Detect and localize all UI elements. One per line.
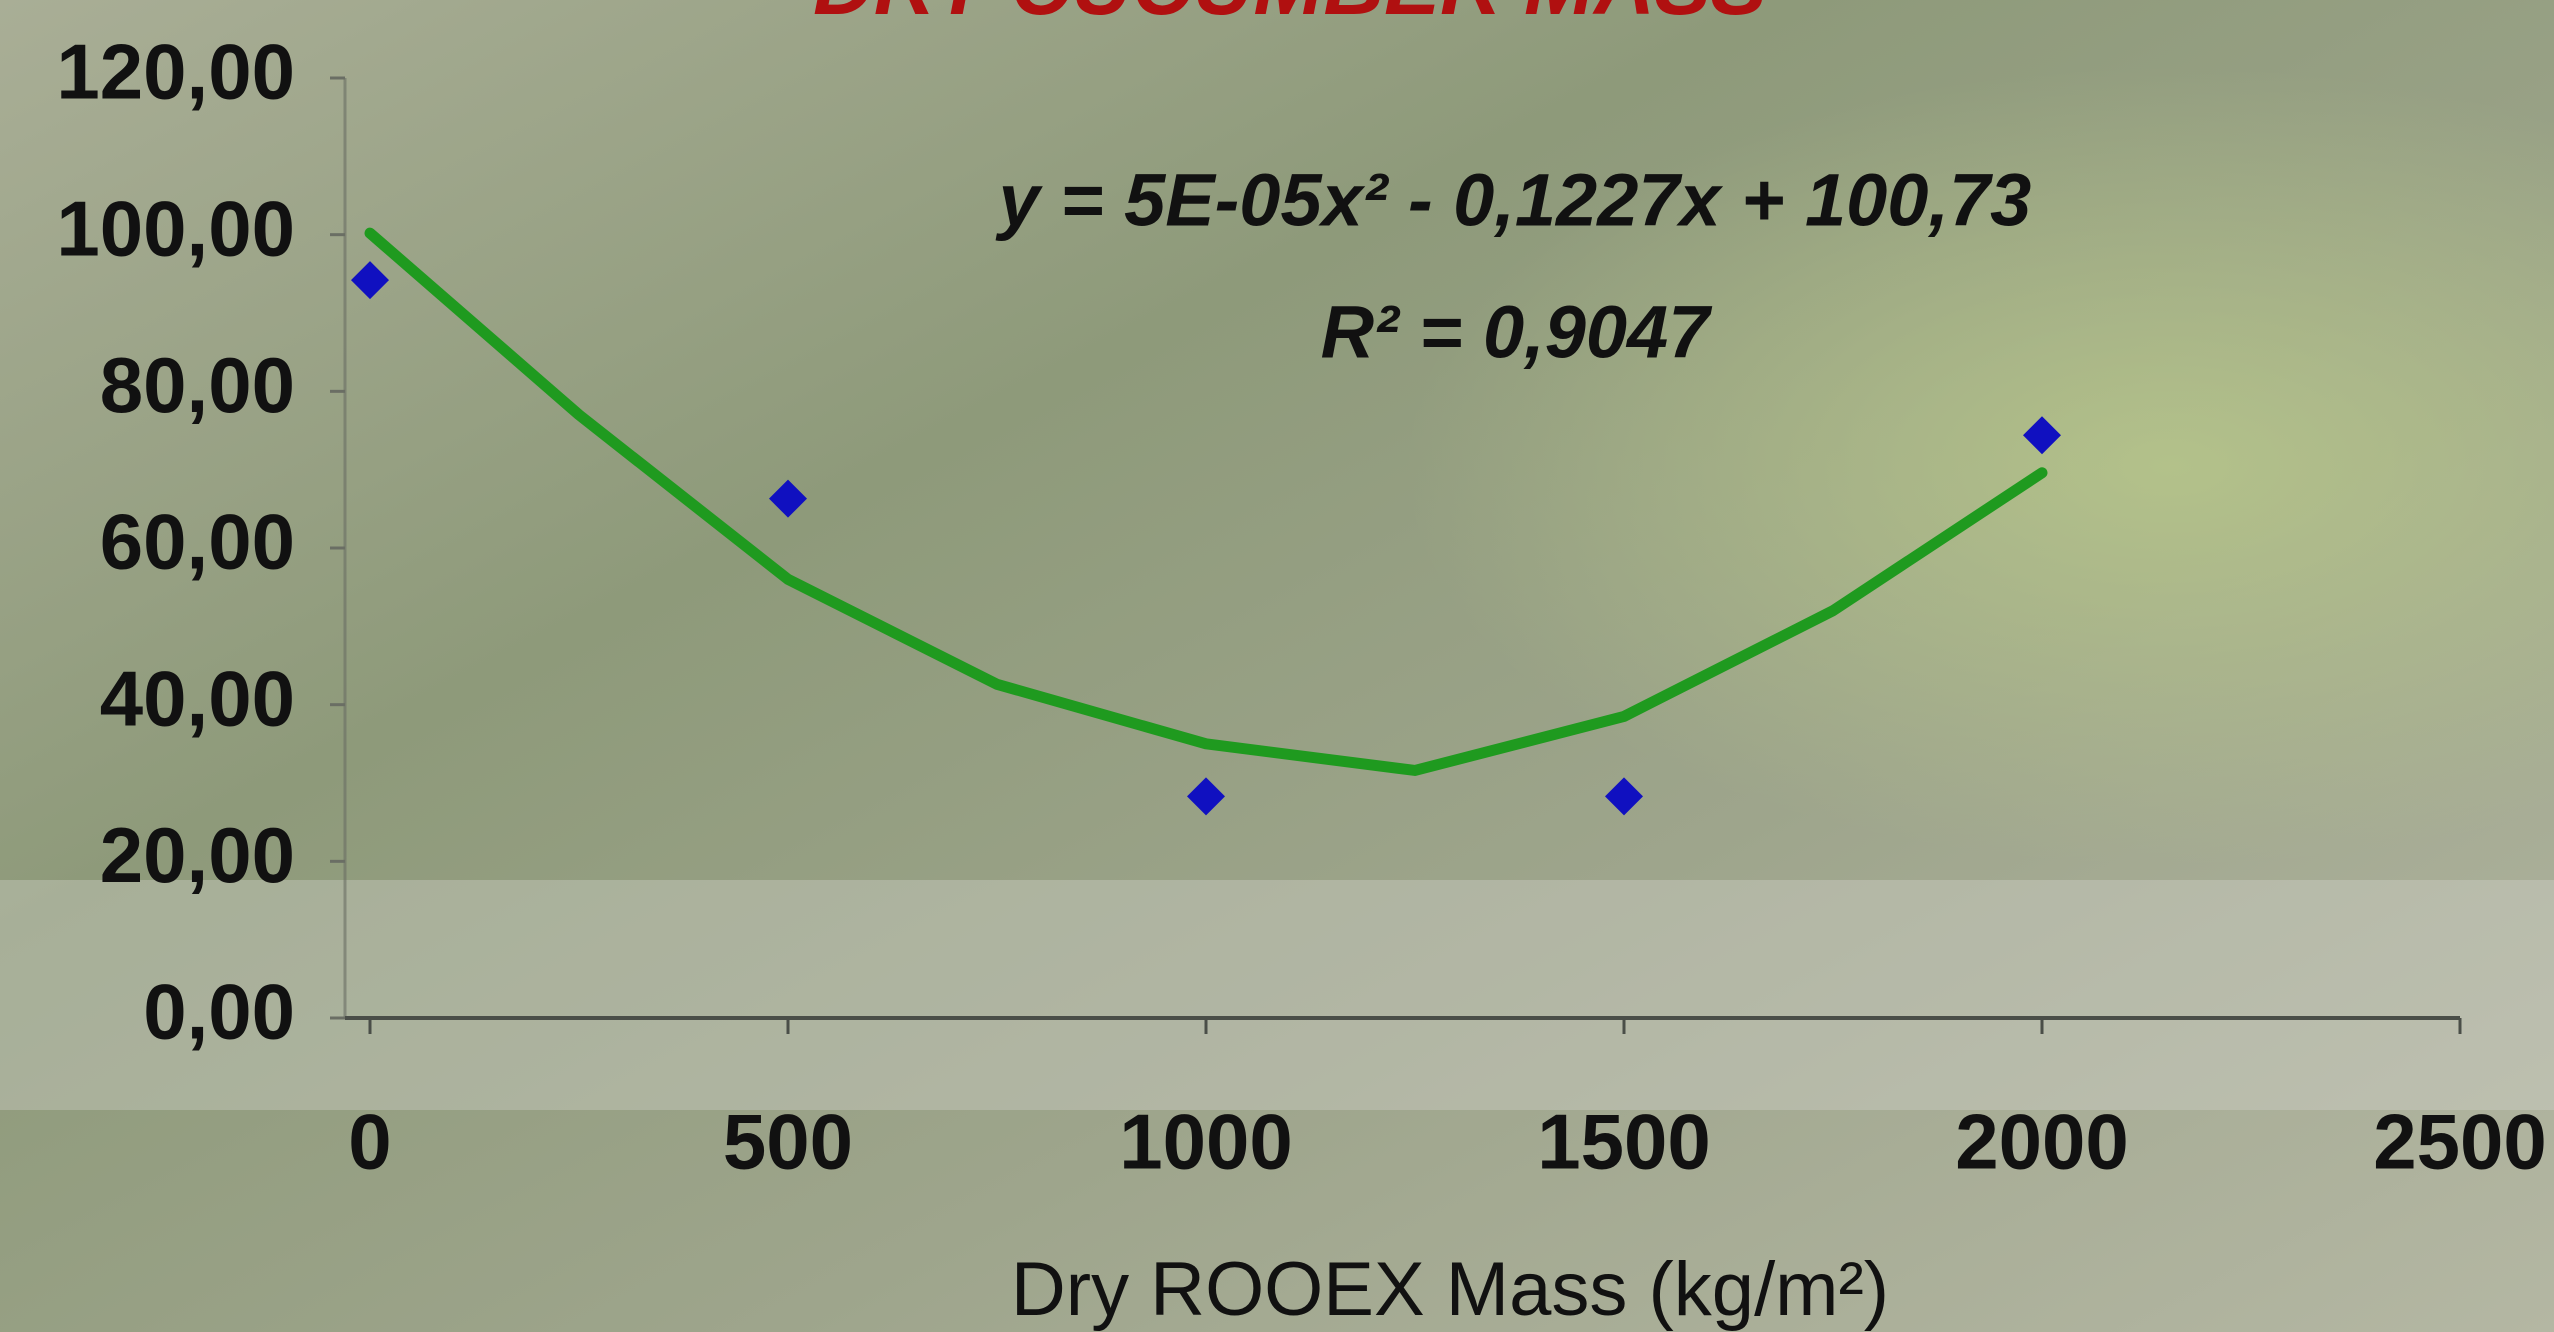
y-tick-label: 0,00	[143, 968, 295, 1056]
x-tick-label: 0	[348, 1098, 391, 1186]
y-tick-label: 80,00	[100, 341, 295, 429]
data-point	[1605, 777, 1643, 816]
x-tick-label: 500	[723, 1098, 853, 1186]
y-tick-label: 60,00	[100, 498, 295, 586]
data-point	[351, 261, 389, 300]
y-tick-label: 120,00	[56, 28, 295, 116]
x-tick-label: 1000	[1119, 1098, 1293, 1186]
background-band	[0, 880, 2554, 1110]
trendline	[364, 227, 2048, 776]
y-tick-label: 20,00	[100, 811, 295, 899]
chart-title: DRY CUCUMBER MASS	[813, 0, 1767, 32]
data-point	[1187, 777, 1225, 816]
data-point	[2023, 416, 2061, 455]
x-axis-label: Dry ROOEX Mass (kg/m²)	[1011, 1247, 1889, 1332]
trend-equation: y = 5E-05x² - 0,1227x + 100,73	[995, 159, 2032, 242]
x-tick-label: 2000	[1955, 1098, 2129, 1186]
y-tick-label: 40,00	[100, 654, 295, 742]
r-squared: R² = 0,9047	[1321, 291, 1714, 374]
y-tick-label: 100,00	[56, 184, 295, 272]
x-tick-label: 2500	[2373, 1098, 2547, 1186]
data-point	[769, 479, 807, 518]
x-tick-label: 1500	[1537, 1098, 1711, 1186]
